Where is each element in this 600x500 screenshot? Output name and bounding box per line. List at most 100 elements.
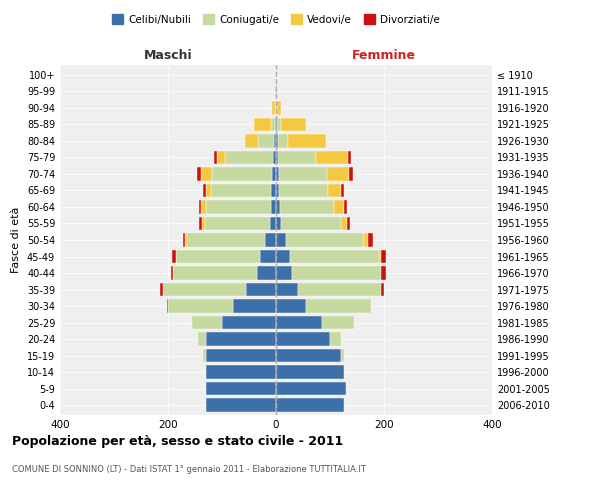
Bar bbox=[330, 332, 341, 346]
Bar bbox=[276, 233, 286, 247]
Bar bbox=[341, 184, 344, 197]
Bar bbox=[276, 250, 290, 264]
Bar bbox=[328, 167, 349, 180]
Bar bbox=[233, 300, 276, 313]
Bar bbox=[202, 216, 205, 230]
Bar bbox=[276, 134, 278, 147]
Bar bbox=[214, 150, 217, 164]
Bar bbox=[341, 349, 343, 362]
Bar bbox=[272, 167, 276, 180]
Bar bbox=[269, 216, 276, 230]
Bar bbox=[206, 398, 276, 412]
Bar bbox=[277, 118, 281, 131]
Bar bbox=[379, 250, 382, 264]
Bar bbox=[276, 150, 278, 164]
Bar bbox=[276, 216, 281, 230]
Bar bbox=[290, 250, 379, 264]
Bar bbox=[276, 283, 298, 296]
Bar bbox=[276, 366, 343, 379]
Bar bbox=[272, 101, 275, 114]
Bar bbox=[167, 300, 168, 313]
Bar bbox=[276, 382, 346, 396]
Bar bbox=[341, 216, 347, 230]
Bar bbox=[222, 316, 276, 330]
Bar bbox=[271, 200, 276, 214]
Bar bbox=[199, 200, 202, 214]
Bar bbox=[258, 134, 274, 147]
Bar bbox=[211, 184, 271, 197]
Bar bbox=[275, 101, 276, 114]
Bar bbox=[245, 134, 258, 147]
Bar bbox=[328, 184, 341, 197]
Bar bbox=[382, 250, 386, 264]
Bar bbox=[187, 233, 265, 247]
Bar bbox=[382, 283, 384, 296]
Bar bbox=[198, 332, 206, 346]
Bar bbox=[197, 167, 202, 180]
Bar bbox=[171, 266, 173, 280]
Text: Maschi: Maschi bbox=[143, 48, 193, 62]
Bar bbox=[172, 250, 176, 264]
Bar bbox=[344, 200, 347, 214]
Bar bbox=[275, 118, 276, 131]
Bar bbox=[185, 233, 187, 247]
Bar bbox=[276, 398, 343, 412]
Bar bbox=[306, 300, 371, 313]
Bar bbox=[271, 118, 275, 131]
Bar bbox=[217, 150, 225, 164]
Bar bbox=[206, 349, 276, 362]
Bar bbox=[206, 366, 276, 379]
Bar bbox=[274, 134, 276, 147]
Bar bbox=[347, 216, 350, 230]
Bar bbox=[247, 283, 276, 296]
Bar bbox=[276, 349, 341, 362]
Bar bbox=[260, 250, 276, 264]
Bar bbox=[298, 283, 382, 296]
Bar bbox=[349, 150, 351, 164]
Text: COMUNE DI SONNINO (LT) - Dati ISTAT 1° gennaio 2011 - Elaborazione TUTTITALIA.IT: COMUNE DI SONNINO (LT) - Dati ISTAT 1° g… bbox=[12, 465, 366, 474]
Bar bbox=[276, 200, 280, 214]
Text: Femmine: Femmine bbox=[352, 48, 416, 62]
Bar bbox=[276, 84, 277, 98]
Bar bbox=[280, 200, 334, 214]
Bar bbox=[206, 184, 211, 197]
Bar bbox=[275, 84, 276, 98]
Bar bbox=[349, 167, 353, 180]
Text: Popolazione per età, sesso e stato civile - 2011: Popolazione per età, sesso e stato civil… bbox=[12, 435, 343, 448]
Bar bbox=[276, 118, 277, 131]
Bar bbox=[203, 349, 206, 362]
Y-axis label: Fasce di età: Fasce di età bbox=[11, 207, 21, 273]
Bar bbox=[176, 250, 260, 264]
Bar bbox=[254, 118, 271, 131]
Bar bbox=[206, 200, 271, 214]
Bar bbox=[160, 283, 163, 296]
Bar bbox=[382, 266, 386, 280]
Bar bbox=[206, 332, 276, 346]
Bar bbox=[289, 134, 326, 147]
Bar bbox=[322, 316, 354, 330]
Bar bbox=[334, 200, 344, 214]
Bar bbox=[276, 101, 277, 114]
Bar bbox=[212, 167, 272, 180]
Bar bbox=[279, 184, 328, 197]
Bar bbox=[281, 118, 306, 131]
Bar bbox=[316, 150, 349, 164]
Bar bbox=[276, 316, 322, 330]
Bar bbox=[193, 316, 222, 330]
Bar bbox=[163, 283, 247, 296]
Bar bbox=[368, 233, 373, 247]
Bar bbox=[278, 167, 328, 180]
Bar bbox=[276, 300, 306, 313]
Bar bbox=[257, 266, 276, 280]
Bar bbox=[277, 101, 281, 114]
Legend: Celibi/Nubili, Coniugati/e, Vedovi/e, Divorziati/e: Celibi/Nubili, Coniugati/e, Vedovi/e, Di… bbox=[108, 10, 444, 29]
Bar bbox=[203, 184, 206, 197]
Bar bbox=[276, 167, 278, 180]
Bar bbox=[278, 134, 289, 147]
Bar bbox=[276, 332, 330, 346]
Bar bbox=[286, 233, 364, 247]
Bar bbox=[173, 266, 257, 280]
Bar bbox=[206, 382, 276, 396]
Bar bbox=[276, 184, 279, 197]
Bar bbox=[225, 150, 274, 164]
